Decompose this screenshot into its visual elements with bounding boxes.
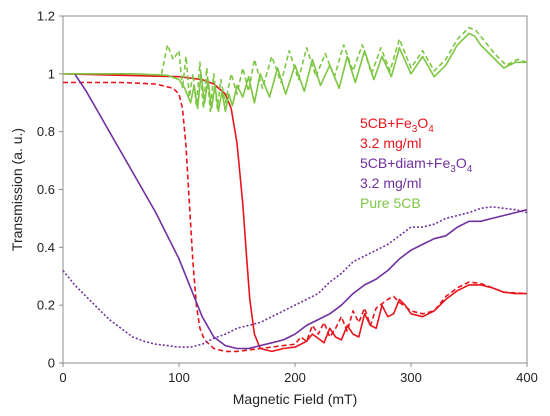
series-line-6 bbox=[160, 26, 528, 113]
series-layer bbox=[62, 26, 528, 353]
legend-entry: 3.2 mg/ml bbox=[360, 175, 421, 191]
legend-entry: 5CB+diam+Fe3O4 bbox=[360, 155, 473, 175]
x-tick-label: 200 bbox=[284, 370, 306, 385]
y-tick-label: 0.4 bbox=[37, 240, 55, 255]
legend-entry: 3.2 mg/ml bbox=[360, 135, 421, 151]
y-tick-label: 0 bbox=[48, 356, 55, 371]
y-tick-label: 0.6 bbox=[37, 182, 55, 197]
y-tick-label: 0.8 bbox=[37, 124, 55, 139]
x-tick-label: 0 bbox=[59, 370, 66, 385]
legend-entry: Pure 5CB bbox=[360, 195, 421, 211]
y-tick-label: 1 bbox=[48, 66, 55, 81]
axes: 0 100 200 300 400 0 0.2 0.4 0.6 0.8 1 1.2 bbox=[37, 9, 538, 386]
series-line-5 bbox=[63, 32, 527, 113]
y-axis-title: Transmission (a. u.) bbox=[9, 128, 25, 251]
legend-entry: 5CB+Fe3O4 bbox=[360, 115, 434, 135]
x-tick-label: 300 bbox=[400, 370, 422, 385]
x-tick-label: 100 bbox=[168, 370, 190, 385]
series-line-4 bbox=[62, 206, 528, 348]
series-line-3 bbox=[73, 73, 528, 350]
series-line-2 bbox=[63, 81, 528, 353]
series-line-1 bbox=[62, 73, 527, 353]
x-axis-title: Magnetic Field (mT) bbox=[233, 391, 357, 407]
x-tick-label: 400 bbox=[516, 370, 538, 385]
y-tick-label: 1.2 bbox=[37, 9, 55, 24]
y-tick-label: 0.2 bbox=[37, 298, 55, 313]
